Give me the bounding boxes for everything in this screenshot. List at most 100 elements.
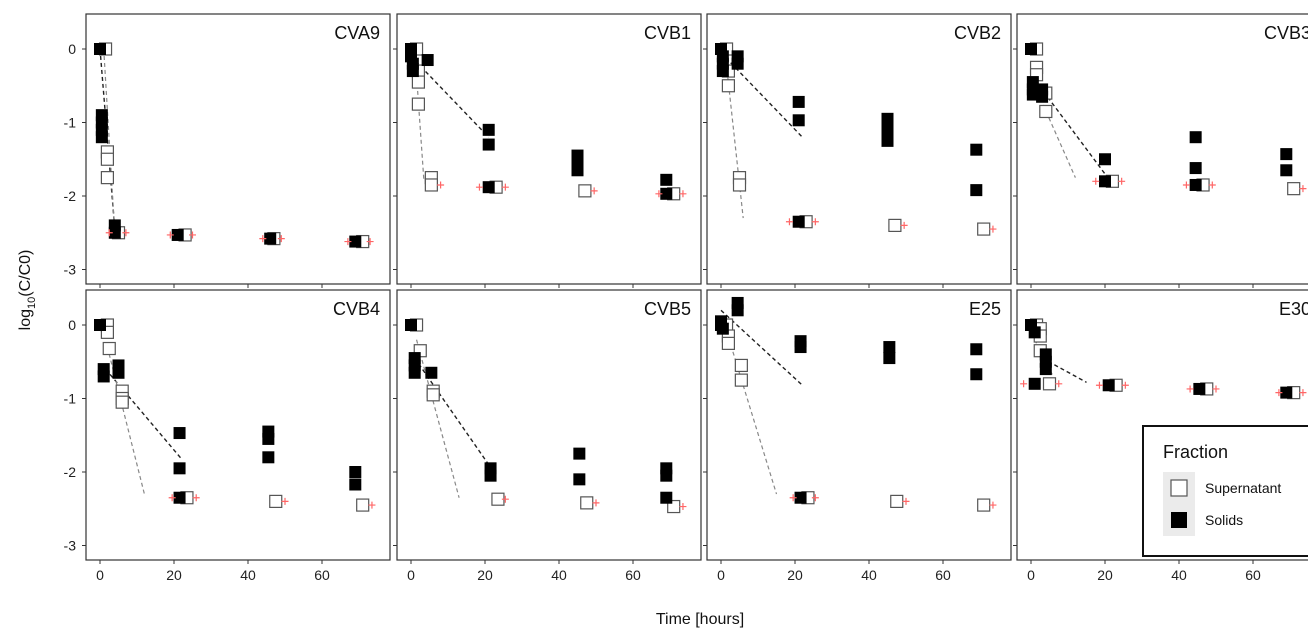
solids-point <box>173 491 186 504</box>
detection-limit-mark <box>166 231 174 239</box>
solids-point <box>970 343 983 356</box>
solids-point <box>1039 363 1052 376</box>
solids-point <box>1028 326 1041 339</box>
panel-cvb1: CVB1 <box>393 13 702 288</box>
x-tick-label: 60 <box>314 567 330 583</box>
panel-cva9: CVA9 0 -1 -2 -3 <box>64 13 391 288</box>
x-tick-label: 20 <box>1097 567 1113 583</box>
supernatant-point <box>424 178 438 192</box>
supernatant-point <box>115 395 129 409</box>
supernatant-point <box>732 178 747 192</box>
x-tick-label: 0 <box>717 567 725 583</box>
supernatant-point <box>356 498 370 512</box>
supernatant-point <box>977 222 991 236</box>
detection-limit-mark <box>259 235 267 243</box>
solids-point <box>108 226 121 239</box>
panel-title: CVA9 <box>334 23 380 43</box>
panel-frame <box>706 13 1012 285</box>
solids-point <box>970 143 983 156</box>
solids-point <box>660 173 673 186</box>
solids-point <box>262 451 275 464</box>
detection-limit-mark <box>1275 389 1283 397</box>
solids-point <box>484 469 497 482</box>
panel-marks <box>1020 318 1307 400</box>
solids-point <box>660 469 673 482</box>
detection-limit-mark <box>277 235 285 243</box>
detection-limit-mark <box>281 497 289 505</box>
panel-title: E30 <box>1279 299 1308 319</box>
solids-point <box>112 366 125 379</box>
solids-point <box>660 491 673 504</box>
panel-title: CVB1 <box>644 23 691 43</box>
solids-point <box>1189 162 1202 175</box>
solids-point <box>794 341 807 354</box>
solids-point <box>794 491 807 504</box>
supernatant-point <box>977 498 991 512</box>
legend-title: Fraction <box>1163 442 1228 462</box>
solids-point <box>1280 386 1293 399</box>
solids-point <box>95 131 108 144</box>
detection-limit-mark <box>592 499 600 507</box>
x-tick-label: 40 <box>1171 567 1187 583</box>
detection-limit-mark <box>1095 381 1103 389</box>
detection-limit-mark <box>655 190 663 198</box>
solids-point <box>349 235 362 248</box>
detection-limit-mark <box>368 501 376 509</box>
solids-point <box>881 127 894 140</box>
solids-point <box>173 427 186 440</box>
fit-line-solids <box>720 309 803 386</box>
panel-frame <box>1016 13 1308 285</box>
panel-frame <box>706 289 1012 561</box>
y-tick-label: -1 <box>64 391 77 407</box>
solids-point <box>660 187 673 200</box>
panel-title: E25 <box>969 299 1001 319</box>
supernatant-point <box>734 358 748 373</box>
detection-limit-mark <box>785 218 793 226</box>
detection-limit-mark <box>1055 380 1063 388</box>
detection-limit-mark <box>366 238 374 246</box>
solids-point <box>970 184 983 197</box>
detection-limit-mark <box>900 221 908 229</box>
y-axis-title-rest: (C/C0) <box>17 250 34 297</box>
x-tick-label: 40 <box>551 567 567 583</box>
solids-point <box>264 232 277 245</box>
y-tick-label: 0 <box>68 317 76 333</box>
x-tick-label: 20 <box>477 567 493 583</box>
supernatant-point <box>102 341 116 356</box>
solids-point <box>425 366 438 379</box>
solids-point <box>482 138 495 151</box>
legend-label-supernatant: Supernatant <box>1205 480 1281 496</box>
solids-point <box>94 319 106 331</box>
detection-limit-mark <box>902 497 910 505</box>
panel-frame <box>85 289 391 561</box>
supernatant-point <box>734 373 748 387</box>
detection-limit-mark <box>1121 381 1129 389</box>
fit-line-solids <box>105 368 182 460</box>
detection-limit-mark <box>1186 385 1194 393</box>
panel-marks <box>94 318 376 512</box>
solids-point <box>1099 153 1111 166</box>
panel-title: CVB2 <box>954 23 1001 43</box>
detection-limit-mark <box>811 494 819 502</box>
detection-limit-mark <box>192 494 200 502</box>
solids-point <box>1026 88 1039 101</box>
panel-frame <box>396 13 702 285</box>
x-tick-label: 40 <box>861 567 877 583</box>
solids-point <box>1102 379 1115 392</box>
fit-line-supernatant <box>724 324 778 495</box>
supernatant-point <box>1042 377 1057 391</box>
panel-marks <box>405 318 687 514</box>
supernatant-point <box>721 79 736 93</box>
x-tick-label: 0 <box>96 567 104 583</box>
x-tick-label: 20 <box>166 567 182 583</box>
solids-point <box>405 319 417 331</box>
x-tick-label: 60 <box>1245 567 1261 583</box>
solids-point <box>1189 131 1202 144</box>
detection-limit-mark <box>679 190 687 198</box>
supernatant-point <box>721 336 736 350</box>
solids-point <box>731 57 744 70</box>
y-axis-title-base: log <box>17 309 34 330</box>
panel-title: CVB4 <box>333 299 380 319</box>
